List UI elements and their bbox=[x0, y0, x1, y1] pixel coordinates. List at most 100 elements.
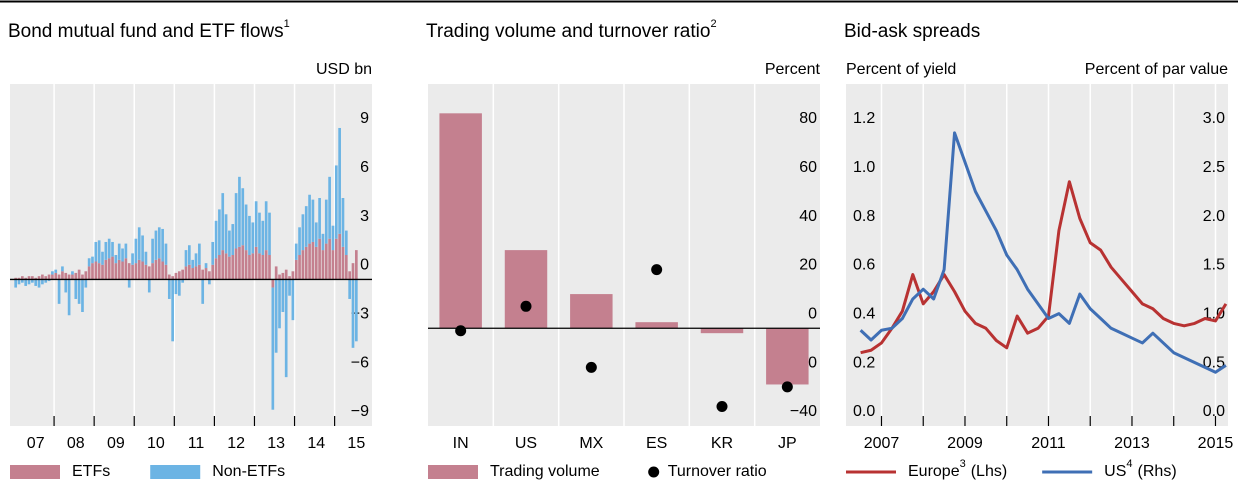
bar bbox=[124, 258, 128, 280]
y-tick-label: 2.5 bbox=[1203, 159, 1225, 176]
bar bbox=[188, 245, 191, 265]
bar bbox=[54, 269, 58, 273]
x-tick-label: 13 bbox=[267, 435, 285, 452]
bar bbox=[231, 224, 235, 255]
bar bbox=[321, 250, 325, 280]
bar bbox=[274, 266, 278, 280]
bar bbox=[318, 198, 321, 239]
bar bbox=[324, 199, 328, 244]
bar bbox=[298, 227, 301, 255]
bar bbox=[298, 255, 301, 280]
bar bbox=[224, 253, 228, 280]
bar bbox=[278, 279, 281, 329]
dot bbox=[781, 381, 793, 393]
bar bbox=[281, 279, 285, 312]
bar bbox=[354, 250, 358, 280]
bar bbox=[144, 251, 148, 265]
bar bbox=[137, 259, 141, 280]
bar bbox=[87, 258, 91, 267]
bar bbox=[131, 264, 134, 280]
bar bbox=[107, 238, 111, 259]
legend-swatch bbox=[150, 465, 201, 479]
bar bbox=[31, 279, 34, 283]
dot bbox=[455, 325, 467, 337]
bar bbox=[131, 253, 134, 265]
bar bbox=[121, 248, 124, 262]
bar bbox=[157, 227, 161, 259]
dot bbox=[585, 361, 597, 373]
bar bbox=[64, 272, 68, 280]
bar bbox=[248, 215, 251, 255]
bar bbox=[244, 250, 248, 280]
bar bbox=[184, 250, 188, 267]
title-text: Bond mutual fund and ETF flows bbox=[8, 21, 284, 42]
x-tick-label: MX bbox=[579, 435, 603, 452]
y-tick-label: 20 bbox=[799, 257, 817, 274]
bar bbox=[228, 230, 231, 257]
bar bbox=[231, 255, 235, 280]
x-tick-label: 11 bbox=[188, 435, 205, 452]
bar bbox=[117, 243, 121, 260]
bar bbox=[77, 279, 81, 304]
bar bbox=[254, 246, 258, 280]
x-tick-label: 15 bbox=[347, 435, 365, 452]
bar bbox=[111, 241, 114, 257]
bar bbox=[61, 271, 64, 280]
y-unit: Percent of yield bbox=[846, 61, 956, 78]
legend-side: (Lhs) bbox=[971, 463, 1007, 480]
bar bbox=[278, 274, 281, 280]
y-tick-label: 9 bbox=[360, 110, 369, 127]
bar bbox=[311, 199, 315, 242]
bar bbox=[248, 255, 251, 280]
y-tick-label: 1.0 bbox=[853, 159, 875, 176]
bar bbox=[284, 279, 288, 378]
bar bbox=[114, 255, 118, 264]
bar bbox=[27, 276, 31, 280]
bar bbox=[341, 198, 345, 247]
bar bbox=[147, 266, 151, 280]
bar bbox=[214, 220, 218, 259]
bar bbox=[288, 276, 291, 280]
bar bbox=[91, 256, 94, 264]
bar bbox=[41, 279, 44, 285]
bar bbox=[117, 259, 121, 280]
bar bbox=[57, 279, 61, 304]
x-tick-label: 10 bbox=[147, 435, 165, 452]
x-tick-label: 14 bbox=[307, 435, 325, 452]
x-tick-label: 2011 bbox=[1031, 435, 1066, 452]
bar bbox=[71, 274, 74, 280]
bar bbox=[71, 271, 74, 275]
x-tick-label: ES bbox=[646, 435, 667, 452]
chart-title: Bond mutual fund and ETF flows1 bbox=[8, 18, 290, 42]
bar bbox=[107, 258, 111, 280]
bar bbox=[104, 259, 108, 280]
bar bbox=[254, 201, 258, 247]
bar bbox=[27, 279, 31, 285]
bar bbox=[21, 279, 24, 283]
bar bbox=[44, 279, 48, 283]
bar bbox=[74, 272, 78, 280]
bar bbox=[351, 263, 355, 280]
x-tick-label: 2009 bbox=[947, 435, 983, 452]
bar bbox=[271, 279, 275, 288]
bar bbox=[338, 127, 341, 234]
bar bbox=[84, 271, 88, 280]
bar bbox=[341, 246, 345, 280]
bar bbox=[174, 272, 178, 280]
bar bbox=[331, 225, 335, 251]
bar bbox=[221, 250, 225, 280]
bar bbox=[87, 266, 91, 280]
y-tick-label: −9 bbox=[351, 403, 369, 420]
line-series bbox=[860, 180, 1228, 355]
bar bbox=[328, 176, 331, 239]
bar bbox=[301, 250, 305, 280]
x-tick-label: 2013 bbox=[1114, 435, 1150, 452]
bar bbox=[74, 279, 78, 299]
bar bbox=[54, 272, 58, 280]
legend-footnote: 3 bbox=[960, 458, 966, 470]
bar bbox=[234, 248, 238, 280]
bar bbox=[194, 253, 198, 267]
bar bbox=[274, 279, 278, 353]
bar bbox=[439, 113, 482, 329]
bar bbox=[264, 250, 268, 280]
